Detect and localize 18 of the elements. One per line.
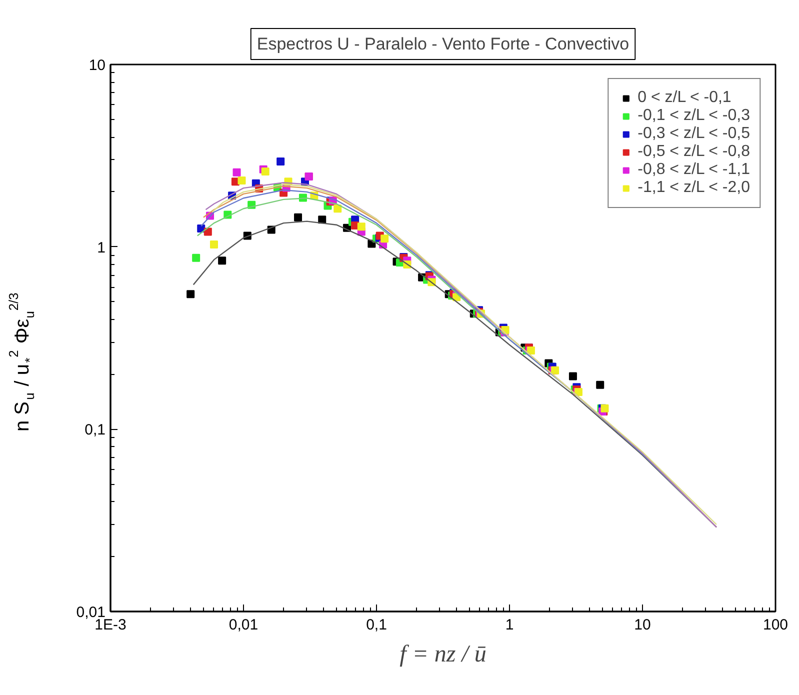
x-tick-label: 0,01 bbox=[228, 616, 258, 634]
legend-label: -0,8 < z/L < -1,1 bbox=[638, 161, 750, 179]
x-tick-label: 1E-3 bbox=[94, 616, 126, 634]
x-tick-label: 100 bbox=[762, 616, 788, 634]
legend-label: 0 < z/L < -0,1 bbox=[638, 89, 732, 107]
legend-label: -0,5 < z/L < -0,8 bbox=[638, 143, 750, 161]
chart-title: Espectros U - Paralelo - Vento Forte - Convectivo bbox=[256, 34, 630, 54]
x-tick-label: 1 bbox=[505, 616, 514, 634]
y-axis-title: n Su / u*2 Φεu2/3 bbox=[6, 292, 37, 432]
legend-label: -0,3 < z/L < -0,5 bbox=[638, 125, 750, 143]
y-tick-label: 1 bbox=[97, 239, 106, 256]
x-tick-label: 0,1 bbox=[366, 616, 387, 634]
y-tick-label: 10 bbox=[88, 57, 106, 74]
legend-label: -1,1 < z/L < -2,0 bbox=[638, 179, 750, 197]
y-tick-label: 0,1 bbox=[84, 422, 106, 439]
legend-label: -0,1 < z/L < -0,3 bbox=[638, 107, 750, 125]
x-tick-label: 10 bbox=[634, 616, 651, 634]
x-axis-title: f = nz / ū bbox=[400, 642, 486, 668]
